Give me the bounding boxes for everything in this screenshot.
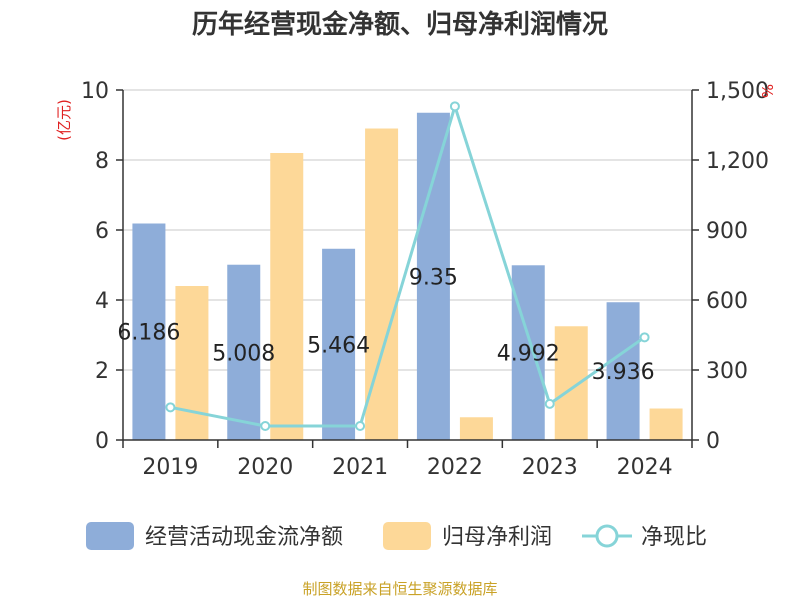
y-right-tick-label: 1,500 (706, 79, 769, 104)
x-tick-label: 2024 (617, 455, 673, 480)
bar-netprofit[interactable] (459, 417, 493, 440)
bar-cashflow[interactable] (227, 264, 261, 440)
ratio-point[interactable] (355, 421, 366, 431)
bar-cashflow[interactable] (132, 223, 166, 440)
data-label-cashflow: 3.936 (592, 360, 655, 385)
data-label-cashflow: 6.186 (117, 321, 180, 346)
data-label-cashflow: 9.35 (409, 265, 458, 290)
bar-cashflow[interactable] (511, 265, 545, 440)
right-axis-unit: % (758, 84, 776, 98)
bar-cashflow[interactable] (322, 248, 356, 440)
y-left-tick-label: 8 (95, 149, 109, 174)
y-right-tick-label: 300 (706, 359, 748, 384)
y-left-tick-label: 6 (95, 219, 109, 244)
legend-label-netprofit[interactable]: 归母净利润 (442, 525, 552, 550)
bar-cashflow[interactable] (416, 112, 450, 440)
legend: 经营活动现金流净额 归母净利润 净现比 (86, 522, 707, 550)
ratio-line (170, 101, 646, 428)
legend-swatch-cashflow[interactable] (86, 522, 134, 550)
y-left-tick-label: 2 (95, 359, 109, 384)
bar-cashflow[interactable] (606, 302, 640, 440)
x-tick-label: 2022 (427, 455, 483, 480)
left-axis-unit: (亿元) (55, 99, 73, 141)
y-left-tick-label: 4 (95, 289, 109, 314)
y-left-tick-label: 10 (81, 79, 109, 104)
ratio-point[interactable] (544, 398, 555, 409)
chart-title: 历年经营现金净额、归母净利润情况 (192, 9, 608, 40)
y-right-tick-label: 1,200 (706, 149, 769, 174)
bar-netprofit[interactable] (649, 408, 683, 441)
y-left-tick-label: 0 (95, 429, 109, 454)
data-labels: 6.186 5.008 5.464 9.35 4.992 3.936 (117, 265, 654, 385)
bar-netprofit[interactable] (270, 153, 304, 440)
ratio-point[interactable] (165, 402, 176, 413)
x-tick-label: 2019 (142, 455, 198, 480)
legend-label-cashflow[interactable]: 经营活动现金流净额 (145, 525, 343, 550)
data-label-cashflow: 5.464 (307, 333, 370, 358)
bar-netprofit[interactable] (175, 286, 209, 440)
x-tick-label: 2020 (237, 455, 293, 480)
ratio-point[interactable] (449, 101, 460, 112)
data-label-cashflow: 4.992 (497, 342, 560, 367)
legend-swatch-netprofit[interactable] (383, 522, 431, 550)
bar-netprofit[interactable] (554, 326, 588, 440)
legend-label-ratio[interactable]: 净现比 (641, 525, 707, 550)
ratio-point[interactable] (639, 332, 650, 343)
x-tick-label: 2023 (522, 455, 578, 480)
ratio-line-series (165, 101, 650, 431)
y-right-tick-label: 900 (706, 219, 748, 244)
x-tick-label: 2021 (332, 455, 388, 480)
y-right-tick-label: 0 (706, 429, 720, 454)
ratio-point[interactable] (260, 421, 271, 431)
data-label-cashflow: 5.008 (212, 341, 275, 366)
legend-marker-ratio[interactable] (595, 524, 619, 548)
axes: 0 0 2 300 4 600 6 900 8 1,200 10 1,500 2019 2020 2021 2… (81, 79, 769, 480)
y-right-tick-label: 600 (706, 289, 748, 314)
source-note: 制图数据来自恒生聚源数据库 (302, 580, 497, 598)
bars (132, 112, 683, 441)
